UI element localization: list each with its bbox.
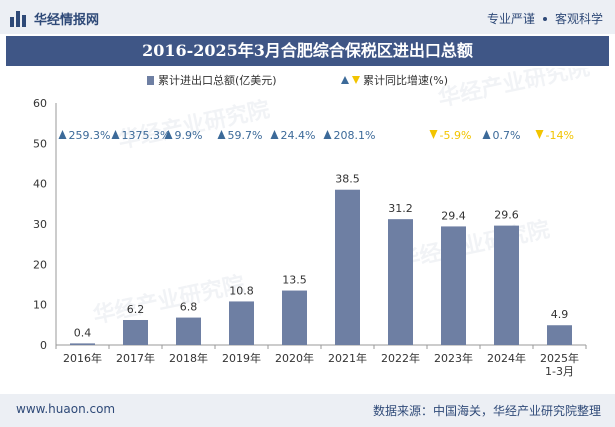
bar-value-label: 4.9 xyxy=(551,308,569,321)
growth-up-triangle-icon xyxy=(270,130,279,139)
x-tick-label: 2025年 xyxy=(540,351,579,365)
logo-text: 华经情报网 xyxy=(34,13,100,28)
y-tick-label: 30 xyxy=(33,218,47,231)
bar xyxy=(282,290,307,345)
y-tick-label: 40 xyxy=(33,178,47,191)
x-tick-label: 2018年 xyxy=(169,351,208,365)
x-tick-label: 2022年 xyxy=(381,351,420,365)
legend-down-triangle-icon xyxy=(352,76,360,84)
bar-value-label: 10.8 xyxy=(229,284,254,297)
y-tick-label: 50 xyxy=(33,137,47,150)
growth-label: 59.7% xyxy=(228,129,263,142)
bar-value-label: 31.2 xyxy=(388,202,413,215)
watermark: 华经产业研究院 xyxy=(91,271,247,328)
chart-title: 2016-2025年3月合肥综合保税区进出口总额 xyxy=(142,41,473,60)
growth-up-triangle-icon xyxy=(323,130,332,139)
x-tick-label: 2020年 xyxy=(275,351,314,365)
legend-bar-swatch xyxy=(147,76,154,85)
bar xyxy=(547,325,572,345)
growth-up-triangle-icon xyxy=(58,130,67,139)
footer-bar: www.huaon.com 数据来源：中国海关，华经产业研究院整理 xyxy=(0,394,615,427)
growth-label: 9.9% xyxy=(175,129,203,142)
growth-label: 1375.3% xyxy=(122,129,171,142)
x-tick-label: 2023年 xyxy=(434,351,473,365)
x-tick-label: 2017年 xyxy=(116,351,155,365)
title-bar: 2016-2025年3月合肥综合保税区进出口总额 xyxy=(6,36,609,66)
growth-label: 259.3% xyxy=(69,129,111,142)
y-tick-label: 10 xyxy=(33,299,47,312)
x-tick-label: 2019年 xyxy=(222,351,261,365)
y-tick-label: 0 xyxy=(40,339,47,352)
y-tick-label: 20 xyxy=(33,258,47,271)
bar-value-label: 13.5 xyxy=(282,274,307,287)
legend-up-triangle-icon xyxy=(341,76,349,84)
slogan: 专业严谨 客观科学 xyxy=(487,10,603,27)
footer-source: 数据来源：中国海关，华经产业研究院整理 xyxy=(372,404,601,418)
bar xyxy=(335,189,360,345)
dot-icon xyxy=(542,16,547,21)
x-tick-label: 2021年 xyxy=(328,351,367,365)
growth-down-triangle-icon xyxy=(429,130,438,139)
watermark: 华经产业研究院 xyxy=(436,68,592,112)
chart: 华经产业研究院华经产业研究院华经产业研究院华经产业研究院累计进出口总额(亿美元)… xyxy=(33,68,592,378)
x-tick-label: 2024年 xyxy=(487,351,526,365)
slogan-left: 专业严谨 xyxy=(486,12,535,26)
watermark: 华经产业研究院 xyxy=(116,96,272,153)
logo: 华经情报网 xyxy=(10,9,99,28)
bar-value-label: 29.6 xyxy=(494,209,519,222)
growth-label: 0.7% xyxy=(493,129,521,142)
growth-down-triangle-icon xyxy=(535,130,544,139)
growth-up-triangle-icon xyxy=(217,130,226,139)
growth-up-triangle-icon xyxy=(482,130,491,139)
bar xyxy=(441,226,466,345)
legend-growth-label: 累计同比增速(%) xyxy=(363,73,448,87)
bar-value-label: 0.4 xyxy=(74,326,92,339)
growth-label: 24.4% xyxy=(281,129,316,142)
y-tick-label: 60 xyxy=(33,97,47,110)
growth-label: 208.1% xyxy=(334,129,376,142)
bar-value-label: 6.2 xyxy=(127,303,145,316)
bar xyxy=(229,301,254,345)
footer-site: www.huaon.com xyxy=(16,402,116,416)
growth-label: -14% xyxy=(546,129,574,142)
watermark: 华经产业研究院 xyxy=(396,216,552,273)
bar-value-label: 38.5 xyxy=(335,173,360,186)
growth-label: -5.9% xyxy=(440,129,472,142)
legend-bar-label: 累计进出口总额(亿美元) xyxy=(158,73,277,87)
bar xyxy=(388,219,413,345)
header-bar: 华经情报网 专业严谨 客观科学 xyxy=(0,0,615,34)
bar xyxy=(494,225,519,345)
growth-up-triangle-icon xyxy=(111,130,120,139)
slogan-right: 客观科学 xyxy=(554,12,603,26)
x-tick-label: 2016年 xyxy=(63,351,102,365)
bar xyxy=(70,343,95,345)
bar-value-label: 6.8 xyxy=(180,301,198,314)
bar-value-label: 29.4 xyxy=(441,209,466,222)
x-tick-label: 1-3月 xyxy=(545,365,574,378)
logo-icon xyxy=(10,10,28,27)
bar xyxy=(176,317,201,345)
bar xyxy=(123,319,148,345)
growth-up-triangle-icon xyxy=(164,130,173,139)
